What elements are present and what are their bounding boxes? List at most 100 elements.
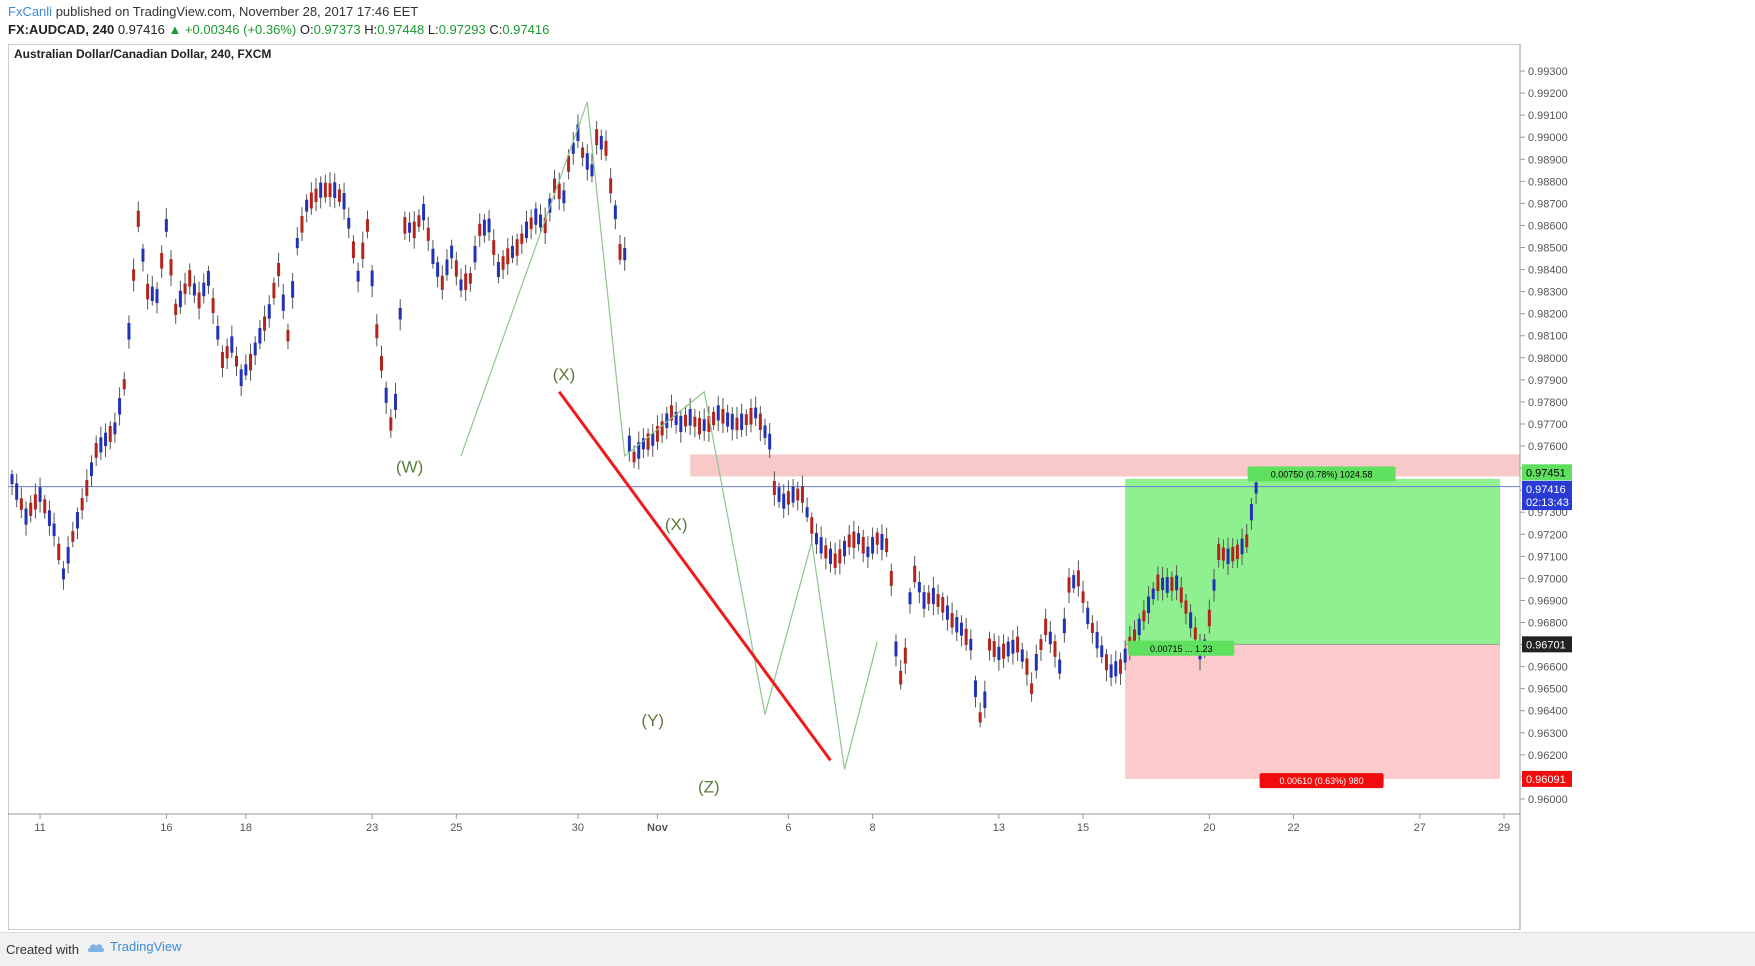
candle-body[interactable] (969, 638, 973, 651)
candle-body[interactable] (188, 270, 192, 287)
candle-body[interactable] (384, 387, 388, 403)
candle-body[interactable] (286, 330, 290, 342)
candle-body[interactable] (1254, 482, 1258, 494)
candle-body[interactable] (61, 568, 65, 580)
candle-body[interactable] (323, 182, 327, 198)
candle-body[interactable] (1226, 548, 1230, 565)
candle-body[interactable] (309, 192, 313, 209)
candle-body[interactable] (941, 597, 945, 613)
candle-body[interactable] (450, 245, 454, 259)
candle-body[interactable] (880, 534, 884, 550)
candle-body[interactable] (230, 336, 234, 353)
candle-body[interactable] (913, 565, 917, 583)
candle-body[interactable] (1175, 575, 1179, 591)
candle-body[interactable] (1235, 544, 1239, 560)
candle-body[interactable] (1039, 639, 1043, 651)
candle-body[interactable] (515, 239, 519, 256)
candle-body[interactable] (52, 523, 56, 537)
candle-body[interactable] (585, 153, 589, 170)
candle-body[interactable] (90, 462, 94, 477)
candle-body[interactable] (973, 680, 977, 697)
candle-body[interactable] (426, 227, 430, 241)
candle-body[interactable] (132, 269, 136, 281)
candle-body[interactable] (454, 260, 458, 277)
candle-body[interactable] (333, 182, 337, 198)
candle-body[interactable] (777, 487, 781, 502)
candle-body[interactable] (136, 210, 140, 227)
candle-body[interactable] (141, 248, 145, 262)
candle-body[interactable] (557, 183, 561, 199)
candle-body[interactable] (894, 641, 898, 657)
candle-body[interactable] (15, 483, 19, 500)
candle-body[interactable] (655, 426, 659, 442)
candle-body[interactable] (183, 283, 187, 294)
candle-body[interactable] (875, 532, 879, 545)
candle-body[interactable] (1025, 658, 1029, 675)
candle-body[interactable] (478, 223, 482, 236)
candle-body[interactable] (220, 352, 224, 368)
candle-body[interactable] (810, 517, 814, 534)
candle-body[interactable] (300, 216, 304, 233)
candle-body[interactable] (992, 640, 996, 657)
candle-body[interactable] (520, 233, 524, 244)
candle-body[interactable] (249, 354, 253, 371)
candle-body[interactable] (997, 646, 1001, 661)
candle-body[interactable] (637, 442, 641, 459)
candle-body[interactable] (861, 537, 865, 554)
candle-body[interactable] (174, 303, 178, 315)
candle-body[interactable] (763, 425, 767, 438)
candle-body[interactable] (1184, 600, 1188, 614)
candle-body[interactable] (1147, 596, 1151, 614)
candle-body[interactable] (1030, 683, 1034, 694)
candle-body[interactable] (127, 323, 131, 340)
candle-body[interactable] (791, 486, 795, 503)
candle-body[interactable] (122, 379, 126, 390)
candle-body[interactable] (726, 412, 730, 427)
candle-body[interactable] (169, 259, 173, 276)
candle-body[interactable] (623, 248, 627, 261)
candle-body[interactable] (819, 537, 823, 554)
candle-body[interactable] (197, 292, 201, 309)
candle-body[interactable] (496, 262, 500, 278)
candle-body[interactable] (983, 691, 987, 708)
candle-body[interactable] (828, 548, 832, 564)
candle-body[interactable] (754, 407, 758, 419)
candle-body[interactable] (1179, 587, 1183, 603)
candle-body[interactable] (529, 217, 533, 229)
candle-body[interactable] (576, 124, 580, 142)
candle-body[interactable] (665, 413, 669, 428)
candle-body[interactable] (108, 425, 112, 442)
candle-body[interactable] (365, 219, 369, 232)
candle-body[interactable] (945, 605, 949, 620)
candle-body[interactable] (740, 413, 744, 430)
candle-body[interactable] (75, 512, 79, 529)
candle-body[interactable] (314, 188, 318, 202)
candle-body[interactable] (501, 256, 505, 270)
loss-zone[interactable] (1125, 644, 1500, 779)
candle-body[interactable] (1165, 577, 1169, 593)
candle-body[interactable] (871, 537, 875, 554)
candle-body[interactable] (216, 325, 220, 340)
candle-body[interactable] (47, 510, 51, 526)
candle-body[interactable] (931, 587, 935, 605)
candle-body[interactable] (688, 409, 692, 426)
candle-body[interactable] (885, 538, 889, 553)
candle-body[interactable] (936, 594, 940, 607)
candle-body[interactable] (1072, 575, 1076, 589)
candle-body[interactable] (707, 415, 711, 432)
candle-body[interactable] (950, 613, 954, 628)
candle-body[interactable] (917, 582, 921, 593)
candle-body[interactable] (1212, 579, 1216, 591)
candle-body[interactable] (749, 407, 753, 425)
candle-body[interactable] (782, 493, 786, 509)
candle-body[interactable] (847, 534, 851, 548)
candle-body[interactable] (627, 435, 631, 453)
candle-body[interactable] (838, 549, 842, 564)
candle-body[interactable] (590, 164, 594, 177)
candle-body[interactable] (1053, 641, 1057, 657)
candle-body[interactable] (768, 433, 772, 450)
candle-body[interactable] (571, 142, 575, 154)
candle-body[interactable] (370, 270, 374, 287)
candle-body[interactable] (412, 221, 416, 239)
candle-body[interactable] (43, 499, 47, 514)
